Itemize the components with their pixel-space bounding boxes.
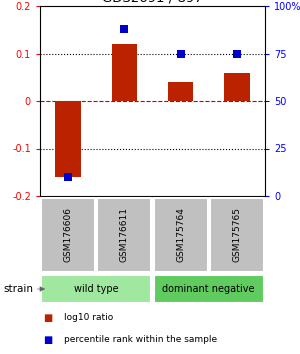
Bar — [41, 198, 95, 273]
Bar — [224, 73, 250, 101]
Title: GDS2691 / 897: GDS2691 / 897 — [102, 0, 203, 5]
Point — [66, 174, 70, 180]
Text: percentile rank within the sample: percentile rank within the sample — [64, 336, 217, 344]
Text: wild type: wild type — [74, 284, 118, 294]
Bar — [154, 275, 264, 303]
Text: GSM176611: GSM176611 — [120, 207, 129, 263]
Text: dominant negative: dominant negative — [163, 284, 255, 294]
Bar — [154, 198, 208, 273]
Text: GSM176606: GSM176606 — [64, 207, 73, 263]
Bar — [98, 198, 152, 273]
Bar — [112, 44, 137, 101]
Bar — [56, 101, 81, 177]
Point — [235, 51, 239, 56]
Text: ■: ■ — [43, 313, 52, 323]
Bar — [210, 198, 264, 273]
Point — [122, 26, 127, 32]
Point — [178, 51, 183, 56]
Text: log10 ratio: log10 ratio — [64, 314, 113, 322]
Text: ■: ■ — [43, 335, 52, 345]
Bar — [168, 82, 193, 101]
Text: GSM175765: GSM175765 — [232, 207, 242, 263]
Bar — [41, 275, 152, 303]
Text: strain: strain — [3, 284, 33, 294]
Text: GSM175764: GSM175764 — [176, 207, 185, 262]
